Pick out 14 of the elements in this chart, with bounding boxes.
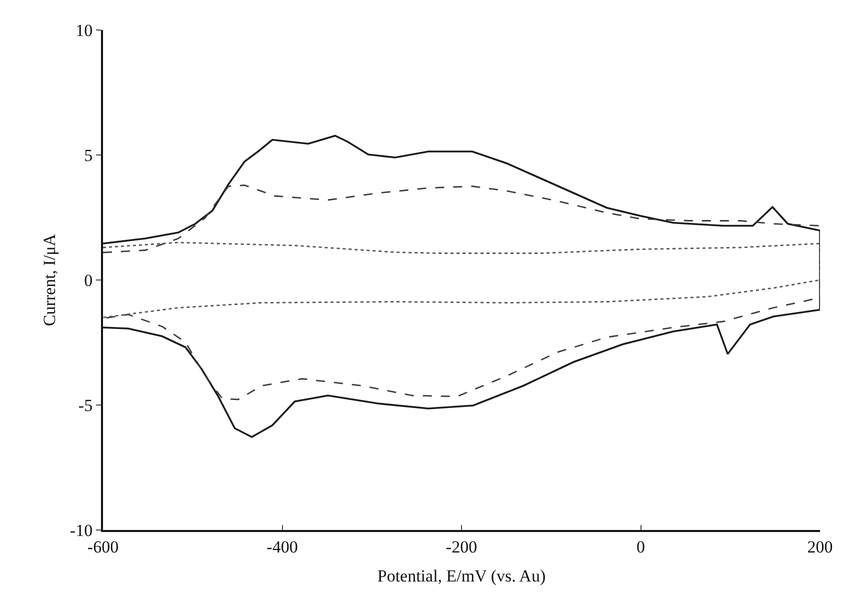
x-tick-label: 200 xyxy=(807,537,833,556)
y-tick-label: 0 xyxy=(84,270,93,290)
y-tick-label: -5 xyxy=(78,396,93,415)
x-axis-title: Potential, E/mV (vs. Au) xyxy=(377,566,546,586)
x-tick-label: -400 xyxy=(266,537,298,556)
y-tick-label: -10 xyxy=(70,520,93,540)
x-tick-label: -200 xyxy=(446,537,478,556)
x-tick-label: -600 xyxy=(87,537,119,556)
x-tick-label: 0 xyxy=(636,537,645,556)
line-series xyxy=(103,184,820,400)
y-tick-label: 10 xyxy=(76,20,93,40)
y-axis-title: Current, I/μA xyxy=(40,233,59,326)
line-series xyxy=(103,242,820,318)
y-tick-label: 5 xyxy=(84,146,93,165)
